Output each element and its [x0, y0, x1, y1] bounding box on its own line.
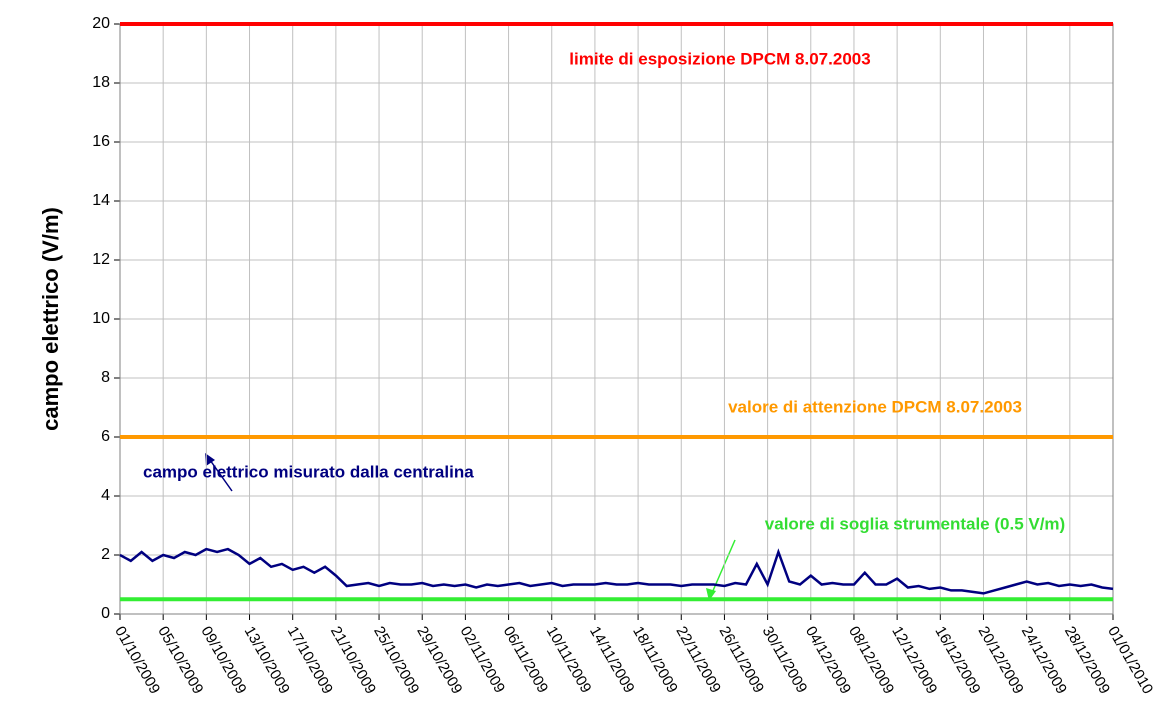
y-tick-label: 0: [101, 605, 110, 622]
y-tick-label: 18: [92, 74, 110, 91]
arrow-head: [205, 453, 215, 466]
y-tick-label: 16: [92, 133, 110, 150]
reference-label: limite di esposizione DPCM 8.07.2003: [569, 49, 870, 68]
y-tick-label: 14: [92, 192, 110, 209]
y-tick-label: 12: [92, 251, 110, 268]
annotation-arrow: [209, 459, 233, 492]
y-axis-label: campo elettrico (V/m): [38, 207, 63, 431]
x-tick-label: 01/10/2009: [111, 623, 163, 697]
data-line: [119, 547, 1114, 595]
series-label: campo elettrico misurato dalla centralin…: [143, 462, 474, 481]
y-tick-label: 6: [101, 428, 110, 445]
y-tick-label: 8: [101, 369, 110, 386]
reference-label: valore di soglia strumentale (0.5 V/m): [765, 514, 1065, 533]
y-tick-label: 2: [101, 546, 110, 563]
reference-label: valore di attenzione DPCM 8.07.2003: [728, 397, 1022, 416]
y-tick-label: 20: [92, 15, 110, 32]
y-tick-label: 10: [92, 310, 110, 327]
y-tick-label: 4: [101, 487, 110, 504]
